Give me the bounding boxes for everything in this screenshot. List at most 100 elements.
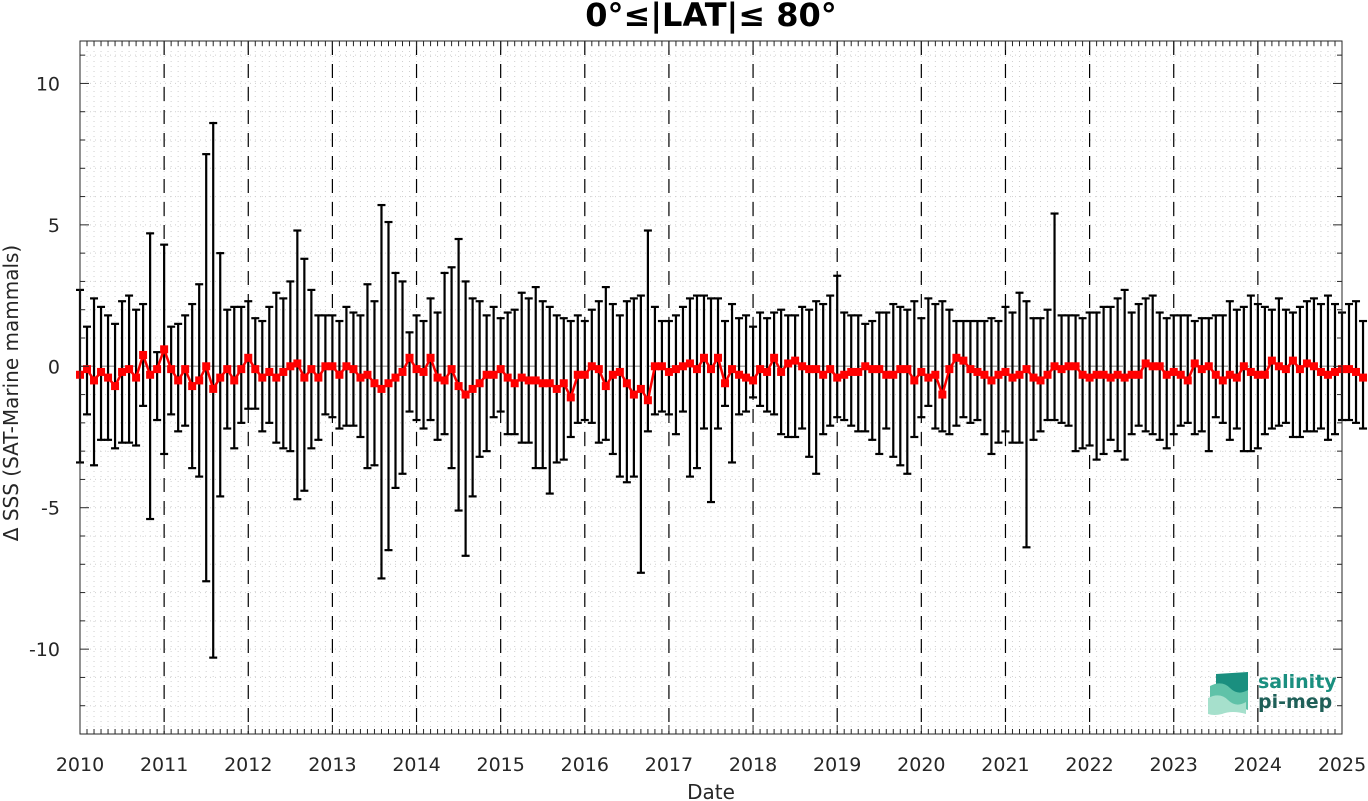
mean-marker bbox=[293, 359, 302, 368]
mean-marker bbox=[840, 370, 849, 379]
mean-marker bbox=[265, 367, 274, 376]
mean-series bbox=[76, 345, 1368, 405]
mean-marker bbox=[167, 365, 176, 374]
mean-marker bbox=[188, 382, 197, 391]
mean-marker bbox=[503, 373, 512, 382]
mean-marker bbox=[664, 367, 673, 376]
mean-marker bbox=[328, 362, 337, 371]
mean-marker bbox=[384, 379, 393, 388]
mean-marker bbox=[489, 370, 498, 379]
mean-marker bbox=[1260, 370, 1269, 379]
y-tick-label: -5 bbox=[41, 498, 60, 520]
mean-marker bbox=[1267, 356, 1276, 365]
mean-marker bbox=[903, 365, 912, 374]
mean-marker bbox=[1064, 362, 1073, 371]
mean-marker bbox=[798, 362, 807, 371]
mean-marker bbox=[777, 367, 786, 376]
mean-marker bbox=[608, 370, 617, 379]
mean-marker bbox=[391, 373, 400, 382]
mean-marker bbox=[1141, 359, 1150, 368]
mean-marker bbox=[861, 362, 870, 371]
mean-marker bbox=[363, 370, 372, 379]
mean-marker bbox=[1232, 373, 1241, 382]
mean-marker bbox=[721, 379, 730, 388]
mean-marker bbox=[559, 379, 568, 388]
x-tick-label: 2019 bbox=[813, 754, 861, 776]
mean-marker bbox=[356, 373, 365, 382]
mean-marker bbox=[889, 370, 898, 379]
mean-marker bbox=[447, 365, 456, 374]
mean-marker bbox=[545, 379, 554, 388]
x-tick-label: 2017 bbox=[645, 754, 693, 776]
mean-marker bbox=[181, 365, 190, 374]
mean-marker bbox=[461, 390, 470, 399]
mean-marker bbox=[244, 353, 253, 362]
mean-marker bbox=[139, 350, 148, 359]
x-tick-label: 2018 bbox=[729, 754, 777, 776]
mean-marker bbox=[1281, 365, 1290, 374]
mean-marker bbox=[1120, 373, 1129, 382]
mean-marker bbox=[314, 373, 323, 382]
mean-marker bbox=[468, 384, 477, 393]
mean-marker bbox=[987, 376, 996, 385]
mean-marker bbox=[1239, 362, 1248, 371]
x-tick-label: 2016 bbox=[561, 754, 609, 776]
mean-marker bbox=[1022, 365, 1031, 374]
x-tick-label: 2025 bbox=[1318, 754, 1366, 776]
x-tick-label: 2014 bbox=[392, 754, 440, 776]
error-bars bbox=[76, 121, 1368, 659]
mean-marker bbox=[279, 367, 288, 376]
mean-marker bbox=[1359, 373, 1368, 382]
mean-marker bbox=[335, 370, 344, 379]
mean-marker bbox=[1169, 367, 1178, 376]
x-axis-label: Date bbox=[687, 780, 735, 801]
x-tick-label: 2021 bbox=[981, 754, 1029, 776]
mean-marker bbox=[524, 376, 533, 385]
mean-marker bbox=[1113, 370, 1122, 379]
mean-marker bbox=[1057, 365, 1066, 374]
x-tick-label: 2013 bbox=[308, 754, 356, 776]
mean-marker bbox=[405, 353, 414, 362]
mean-marker bbox=[966, 365, 975, 374]
mean-marker bbox=[657, 362, 666, 371]
mean-marker bbox=[300, 373, 309, 382]
mean-marker bbox=[910, 376, 919, 385]
mean-marker bbox=[223, 365, 232, 374]
mean-marker bbox=[1288, 356, 1297, 365]
mean-marker bbox=[1302, 359, 1311, 368]
mean-marker bbox=[1043, 370, 1052, 379]
mean-marker bbox=[538, 379, 547, 388]
mean-marker bbox=[349, 365, 358, 374]
mean-marker bbox=[230, 376, 239, 385]
mean-marker bbox=[342, 362, 351, 371]
mean-marker bbox=[1015, 370, 1024, 379]
mean-marker bbox=[1008, 373, 1017, 382]
mean-marker bbox=[629, 390, 638, 399]
mean-marker bbox=[125, 365, 134, 374]
mean-marker bbox=[707, 365, 715, 374]
mean-marker bbox=[615, 367, 624, 376]
y-tick-label: 0 bbox=[48, 356, 60, 378]
mean-marker bbox=[756, 365, 765, 374]
x-tick-label: 2024 bbox=[1234, 754, 1282, 776]
mean-marker bbox=[1190, 359, 1199, 368]
x-tick-labels: 2010 2011 2012 2013 2014 2015 2016 2017 2018 2019… bbox=[56, 754, 1366, 776]
mean-marker bbox=[896, 365, 905, 374]
mean-marker bbox=[924, 373, 933, 382]
mean-marker bbox=[1218, 376, 1227, 385]
mean-marker bbox=[216, 373, 225, 382]
mean-marker bbox=[791, 356, 800, 365]
chart-title: 0°≤|LAT|≤ 80° bbox=[585, 0, 836, 35]
mean-marker bbox=[1036, 376, 1045, 385]
mean-marker bbox=[496, 365, 505, 374]
mean-marker bbox=[1183, 376, 1192, 385]
mean-marker bbox=[770, 353, 779, 362]
logo-text-pi-mep: pi-mep bbox=[1258, 691, 1332, 713]
mean-marker bbox=[132, 373, 141, 382]
mean-marker bbox=[819, 370, 828, 379]
mean-marker bbox=[931, 370, 940, 379]
mean-marker bbox=[1323, 370, 1332, 379]
mean-marker bbox=[433, 373, 442, 382]
mean-marker bbox=[1316, 367, 1325, 376]
mean-marker bbox=[692, 365, 701, 374]
